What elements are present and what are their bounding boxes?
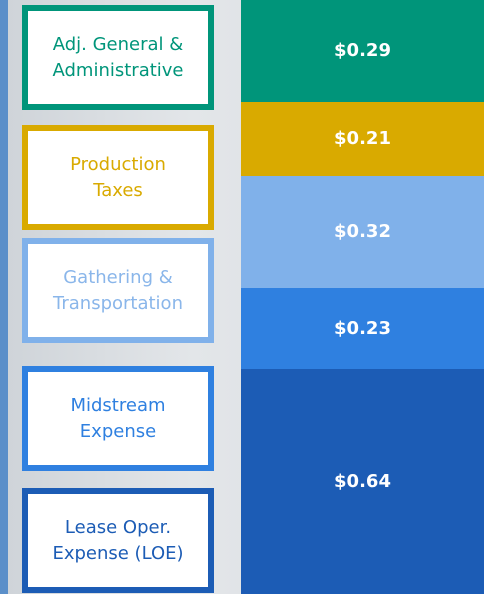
value-label: $0.29	[334, 40, 391, 62]
category-label: Adj. General & Administrative	[22, 5, 214, 110]
bar-segment: $0.32	[241, 175, 484, 289]
bar-segment: $0.64	[241, 369, 484, 594]
category-label: Gathering & Transportation	[22, 238, 214, 343]
bar-segment: $0.29	[241, 0, 484, 102]
value-label: $0.32	[334, 221, 391, 243]
category-label: Midstream Expense	[22, 366, 214, 471]
bar-segment: $0.21	[241, 101, 484, 176]
category-label: Production Taxes	[22, 125, 214, 230]
category-label: Lease Oper. Expense (LOE)	[22, 488, 214, 593]
value-label: $0.64	[334, 471, 391, 493]
value-label: $0.23	[334, 318, 391, 340]
bar-segment: $0.23	[241, 288, 484, 370]
value-label: $0.21	[334, 128, 391, 150]
